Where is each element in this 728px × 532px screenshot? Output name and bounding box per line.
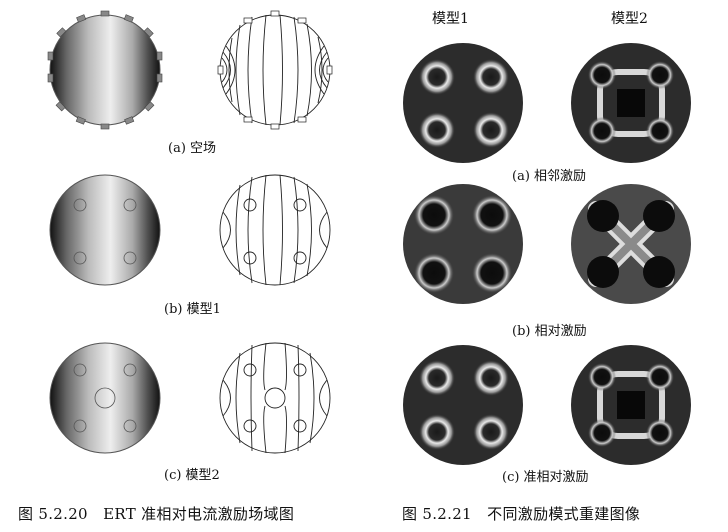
recon-opposite-model1 xyxy=(403,184,523,304)
panel-label-empty: (a) 空场 xyxy=(168,141,217,156)
row-label-quasi-opposite: (c) 准相对激励 xyxy=(502,470,589,485)
recon-quasi-opposite-model1 xyxy=(403,345,523,465)
row-label-opposite: (b) 相对激励 xyxy=(512,324,587,339)
recon-quasi-opposite-model2 xyxy=(571,345,691,465)
recon-opposite-model2 xyxy=(571,184,691,304)
field-lines-empty xyxy=(217,10,333,130)
recon-adjacent-model1 xyxy=(403,43,523,163)
panel-label-model1: (b) 模型1 xyxy=(164,302,221,317)
figure-caption-right: 图 5.2.21 不同激励模式重建图像 xyxy=(402,505,641,523)
figure-caption-left: 图 5.2.20 ERT 准相对电流激励场域图 xyxy=(18,505,295,523)
recon-adjacent-model2 xyxy=(571,43,691,163)
row-label-adjacent: (a) 相邻激励 xyxy=(512,169,587,184)
field-lines-model1 xyxy=(219,174,331,286)
field-lines-model2 xyxy=(219,342,331,454)
column-header-model1: 模型1 xyxy=(432,11,469,27)
column-header-model2: 模型2 xyxy=(611,11,648,27)
panel-label-model2: (c) 模型2 xyxy=(164,468,220,483)
field-shaded-model1 xyxy=(49,174,161,286)
field-shaded-empty xyxy=(47,10,163,130)
field-shaded-model2 xyxy=(49,342,161,454)
